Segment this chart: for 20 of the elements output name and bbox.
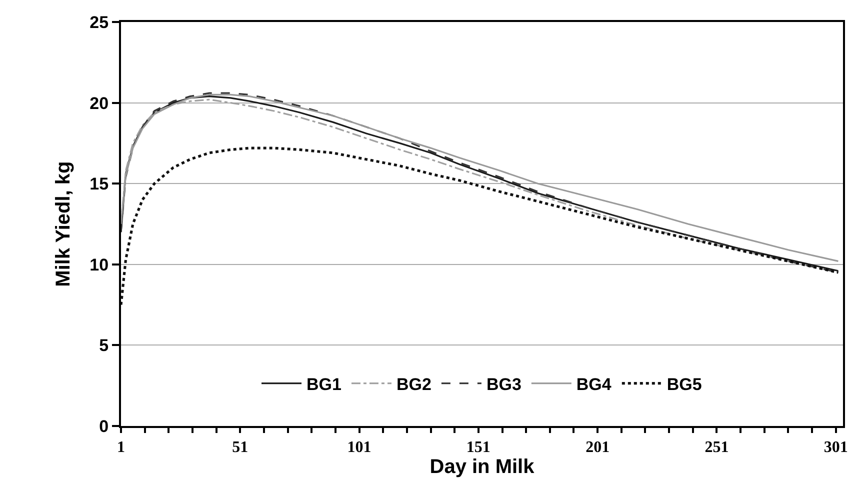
x-tick-label: 251 (704, 439, 729, 456)
x-tick-label: 151 (466, 439, 490, 456)
y-tick-label: 20 (90, 94, 109, 113)
x-tick-label: 1 (117, 439, 125, 456)
legend-label: BG2 (396, 374, 432, 394)
legend-label: BG3 (486, 374, 522, 394)
y-tick-label: 5 (99, 336, 109, 356)
x-axis-title: Day in Milk (430, 456, 536, 478)
x-tick-label: 201 (586, 439, 610, 456)
legend-label: BG1 (306, 374, 342, 394)
legend-label: BG4 (576, 374, 612, 394)
x-tick-label: 101 (347, 439, 372, 456)
x-tick-label: 301 (824, 439, 848, 456)
legend-label: BG5 (666, 374, 702, 394)
y-tick-label: 0 (99, 416, 109, 436)
y-tick-label: 15 (90, 174, 109, 194)
x-tick-label: 51 (232, 439, 248, 456)
y-tick-label: 25 (90, 12, 109, 32)
y-axis-title: Milk Yiedl, kg (52, 161, 75, 287)
y-tick-label: 10 (90, 255, 109, 274)
